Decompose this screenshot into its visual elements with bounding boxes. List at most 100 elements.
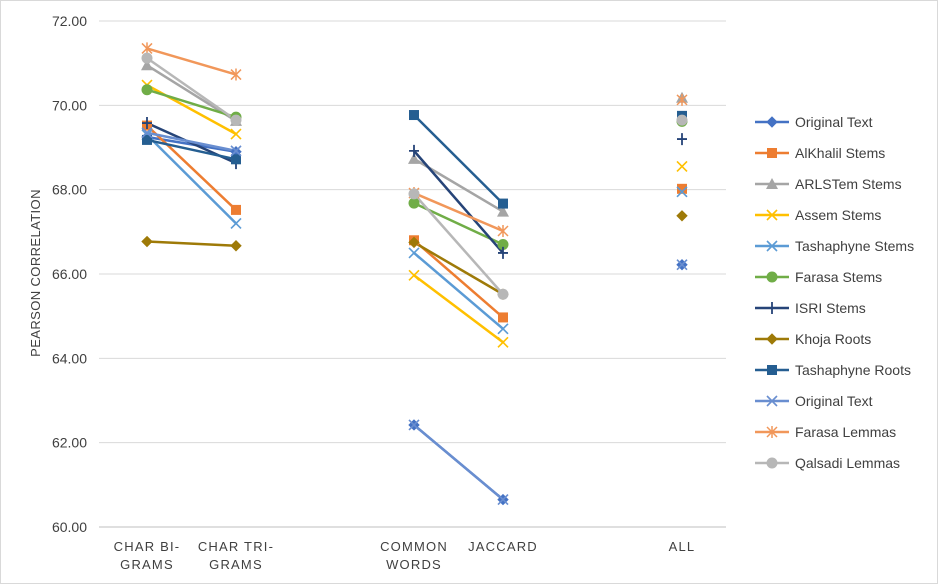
legend-marker bbox=[766, 240, 778, 252]
x-axis-ticks: CHAR BI- GRAMS CHAR TRI- GRAMS COMMON WORDS JA… bbox=[114, 539, 696, 572]
data-point-marker bbox=[141, 235, 153, 248]
legend-marker bbox=[766, 457, 778, 469]
legend-label: Original Text bbox=[795, 114, 873, 130]
legend-marker bbox=[766, 178, 778, 189]
legend-item: Tashaphyne Roots bbox=[755, 362, 911, 378]
series-line-segment bbox=[145, 88, 238, 119]
legend-marker bbox=[766, 333, 778, 345]
legend-item: AlKhalil Stems bbox=[755, 145, 885, 161]
data-point-marker bbox=[497, 336, 509, 348]
series-lines bbox=[145, 47, 505, 501]
data-point-marker bbox=[497, 494, 509, 506]
y-tick-label: 70.00 bbox=[52, 97, 87, 113]
x-tick-label: ALL bbox=[669, 539, 696, 554]
legend-label: Tashaphyne Roots bbox=[795, 362, 911, 378]
series-line-segment bbox=[412, 251, 505, 331]
legend-label: Qalsadi Lemmas bbox=[795, 455, 900, 471]
data-point-marker bbox=[230, 145, 242, 157]
data-point-marker bbox=[230, 128, 242, 140]
data-point-marker bbox=[231, 204, 241, 215]
x-tick-label: WORDS bbox=[386, 557, 442, 572]
series-line-segment bbox=[145, 124, 238, 212]
x-tick-label: COMMON bbox=[380, 539, 448, 554]
data-point-marker bbox=[408, 152, 420, 164]
series-line-segment bbox=[145, 138, 238, 161]
data-point-marker bbox=[676, 160, 688, 173]
legend-marker bbox=[766, 116, 778, 128]
data-point-marker bbox=[230, 217, 242, 229]
data-point-marker bbox=[408, 236, 420, 249]
series-line-segment bbox=[412, 192, 505, 296]
y-tick-label: 60.00 bbox=[52, 519, 87, 535]
data-point-marker bbox=[497, 238, 509, 250]
data-point-marker bbox=[141, 52, 153, 64]
data-point-marker bbox=[498, 246, 508, 259]
legend-item: Tashaphyne Stems bbox=[755, 238, 914, 254]
data-point-marker bbox=[409, 110, 419, 121]
legend-marker bbox=[766, 395, 778, 407]
legend-marker bbox=[767, 365, 777, 375]
data-point-marker bbox=[230, 68, 242, 81]
legend-item: Original Text bbox=[755, 114, 873, 130]
x-tick-label: GRAMS bbox=[209, 557, 263, 572]
data-point-marker bbox=[676, 259, 688, 271]
data-point-marker bbox=[409, 144, 419, 157]
data-point-marker bbox=[677, 133, 687, 146]
series-line-segment bbox=[412, 274, 505, 344]
y-axis-title: PEARSON CORRELATION bbox=[28, 189, 43, 357]
series-line-segment bbox=[412, 241, 505, 296]
data-point-marker bbox=[141, 59, 153, 71]
y-tick-label: 64.00 bbox=[52, 350, 87, 366]
y-tick-label: 68.00 bbox=[52, 182, 87, 198]
data-point-marker bbox=[141, 127, 153, 139]
legend-item: Khoja Roots bbox=[755, 331, 871, 347]
data-point-marker bbox=[141, 42, 153, 55]
legend-item: Farasa Lemmas bbox=[755, 424, 896, 440]
y-tick-label: 62.00 bbox=[52, 435, 87, 451]
data-point-marker bbox=[142, 134, 152, 145]
data-point-marker bbox=[498, 312, 508, 323]
series-line-segment bbox=[145, 47, 238, 76]
series-line-segment bbox=[145, 240, 238, 247]
legend-label: ISRI Stems bbox=[795, 300, 866, 316]
data-point-marker bbox=[676, 186, 688, 198]
legend: Original Text AlKhalil Stems ARLSTem Stems… bbox=[755, 114, 914, 471]
legend-item: ISRI Stems bbox=[755, 300, 866, 316]
data-point-marker bbox=[497, 323, 509, 335]
series-line-segment bbox=[412, 149, 505, 255]
data-point-marker bbox=[230, 114, 242, 126]
y-tick-label: 72.00 bbox=[52, 13, 87, 29]
legend-label: Khoja Roots bbox=[795, 331, 871, 347]
data-point-marker bbox=[676, 114, 688, 126]
legend-label: Farasa Stems bbox=[795, 269, 882, 285]
data-point-marker bbox=[497, 224, 509, 237]
series-line-segment bbox=[412, 239, 505, 319]
data-point-marker bbox=[230, 240, 242, 252]
data-point-marker bbox=[497, 288, 509, 300]
data-point-marker bbox=[408, 188, 420, 200]
legend-item: Original Text bbox=[755, 393, 873, 409]
legend-label: AlKhalil Stems bbox=[795, 145, 885, 161]
data-point-marker bbox=[408, 269, 420, 281]
data-point-marker bbox=[497, 205, 509, 217]
x-tick-label: GRAMS bbox=[120, 557, 174, 572]
y-axis-ticks: 60.00 62.00 64.00 66.00 68.00 70.00 72.00 bbox=[52, 13, 87, 535]
series-line-segment bbox=[412, 423, 505, 501]
legend-item: Farasa Stems bbox=[755, 269, 882, 285]
series-line-segment bbox=[145, 131, 238, 153]
legend-label: ARLSTem Stems bbox=[795, 176, 902, 192]
data-point-marker bbox=[141, 84, 153, 96]
legend-marker bbox=[767, 148, 777, 158]
legend-item: ARLSTem Stems bbox=[755, 176, 902, 192]
legend-label: Assem Stems bbox=[795, 207, 881, 223]
data-point-marker bbox=[408, 197, 420, 209]
x-tick-label: CHAR TRI- bbox=[198, 539, 274, 554]
series-line-segment bbox=[412, 191, 505, 233]
y-tick-label: 66.00 bbox=[52, 266, 87, 282]
legend-item: Assem Stems bbox=[755, 207, 881, 223]
legend-label: Farasa Lemmas bbox=[795, 424, 896, 440]
legend-marker bbox=[766, 426, 778, 438]
series-markers bbox=[141, 42, 688, 506]
